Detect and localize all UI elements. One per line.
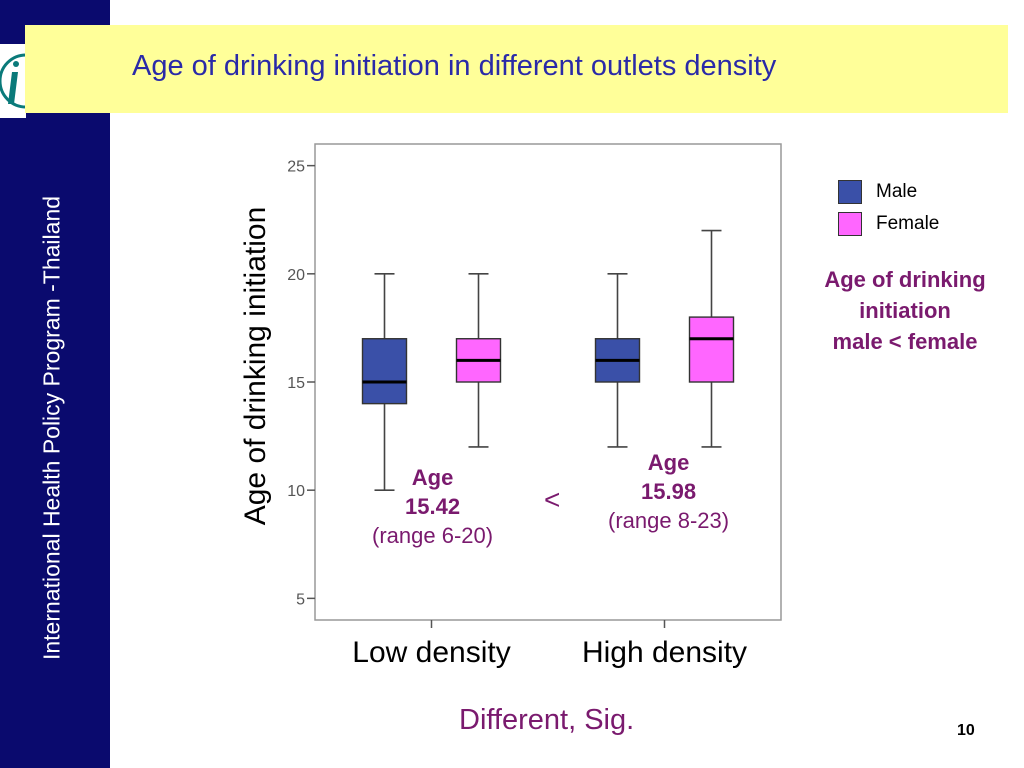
page-number: 10 — [957, 722, 975, 739]
annotation-low-mean: 15.42 — [405, 494, 461, 519]
note-line-1: Age of drinking — [824, 267, 986, 292]
x-tick-label-0: Low density — [352, 636, 510, 669]
legend-item-male: Male — [838, 176, 939, 208]
y-tick-label-25: 25 — [287, 159, 305, 176]
y-tick-label-5: 5 — [296, 591, 305, 608]
logo-icon — [0, 53, 26, 109]
annotation-low-range: (range 6-20) — [372, 523, 494, 548]
y-tick-label-20: 20 — [287, 267, 305, 284]
y-tick-label-10: 10 — [287, 483, 305, 500]
legend-item-female: Female — [838, 208, 939, 240]
legend: Male Female — [838, 176, 939, 240]
annotation-high-range: (range 8-23) — [608, 508, 730, 533]
annotation-high-density: Age 15.98 (range 8-23) — [608, 448, 729, 535]
legend-label-female: Female — [876, 213, 940, 234]
sidebar-org-name: International Health Policy Program -Tha… — [38, 195, 65, 661]
y-axis: 5 10 15 20 25 — [287, 159, 315, 608]
slide-title: Age of drinking initiation in different … — [132, 50, 777, 82]
annotation-high-label: Age — [647, 450, 690, 475]
x-tick-label-1: High density — [582, 636, 747, 669]
legend-label-male: Male — [876, 181, 918, 202]
box-female-0 — [455, 273, 502, 448]
sidebar-band: International Health Policy Program -Tha… — [0, 0, 110, 768]
legend-swatch-female — [838, 212, 862, 236]
annotation-low-density: Age 15.42 (range 6-20) — [372, 463, 493, 550]
box-male-0 — [361, 273, 408, 491]
box-plot-chart: 5 10 15 20 25 Low density High density Age of… — [239, 143, 782, 669]
box-female-1 — [688, 229, 735, 448]
annotation-low-label: Age — [411, 465, 454, 490]
annotation-high-mean: 15.98 — [641, 479, 697, 504]
note-line-3: male < female — [832, 329, 978, 354]
title-band — [25, 25, 1008, 113]
footer-text: Different, Sig. — [459, 704, 635, 736]
finding-note: Age of drinking initiation male < female — [800, 264, 1010, 357]
y-tick-label-15: 15 — [287, 375, 305, 392]
boxes — [361, 229, 735, 491]
box-iqr — [688, 316, 735, 383]
box-male-1 — [594, 273, 641, 448]
note-line-2: initiation — [859, 298, 951, 323]
y-axis-label: Age of drinking initiation — [239, 207, 272, 526]
x-axis: Low density High density — [352, 620, 747, 669]
box-iqr — [361, 338, 408, 405]
less-than-symbol: < — [544, 484, 561, 515]
legend-swatch-male — [838, 180, 862, 204]
logo — [0, 44, 26, 118]
